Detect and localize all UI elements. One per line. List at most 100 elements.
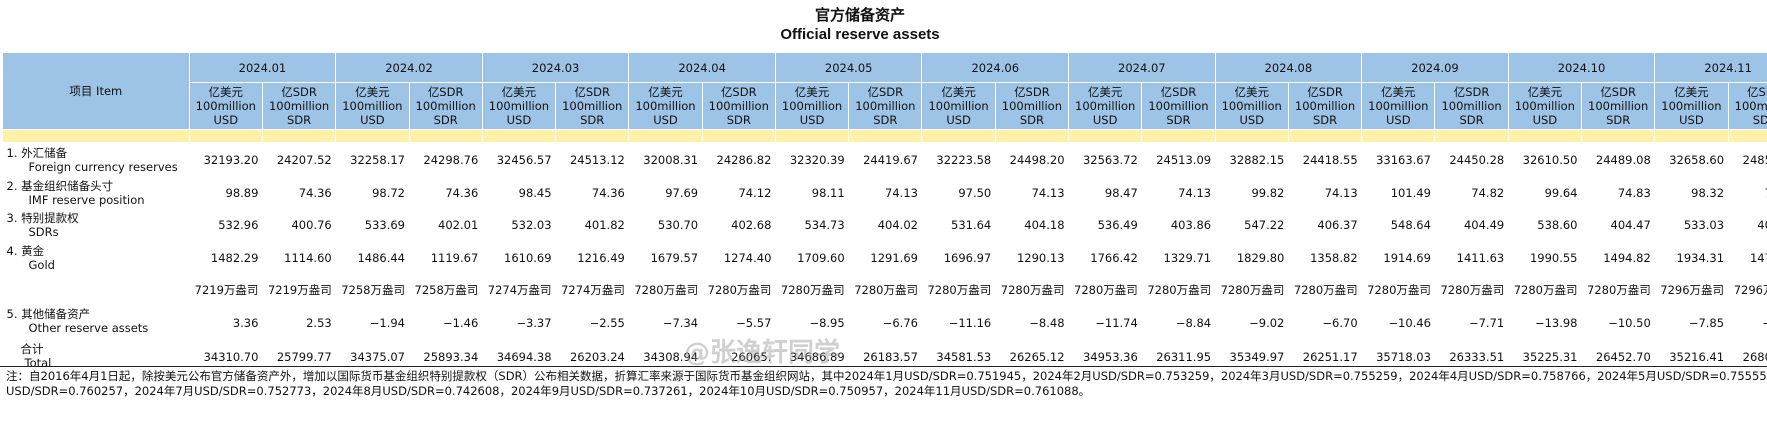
- value-cell: 99.82: [1251, 186, 1285, 200]
- value-cell: 1696.97: [943, 251, 992, 265]
- value-cell: 26203.24: [569, 349, 625, 364]
- value-cell: 402.01: [438, 218, 479, 232]
- row-label-en: Other reserve assets: [28, 321, 149, 335]
- value-cell: 7280万盎司: [634, 282, 699, 297]
- table-body: 1. 外汇储备 Foreign currency reserves 32193.20…: [2, 129, 1767, 373]
- value-cell: 32882.15: [1229, 152, 1285, 167]
- value-cell: 26311.95: [1156, 349, 1212, 364]
- unit-text: 亿美元: [941, 85, 976, 99]
- value-cell: 1329.71: [1163, 251, 1212, 265]
- row-label: 2. 基金组织储备头寸 IMF reserve position: [3, 177, 190, 209]
- table-row: 5. 其他储备资产 Other reserve assets 3.36 2.53 −1.…: [3, 304, 1767, 341]
- table-bottom-rule: [0, 366, 1767, 367]
- value-cell: 98.89: [225, 186, 259, 200]
- value-cell: 24498.20: [1009, 152, 1065, 167]
- value-cell: 538.60: [1537, 218, 1578, 232]
- value-cell: 24513.12: [569, 152, 625, 167]
- unit-header-usd: 亿美元 100million USD: [1654, 82, 1729, 130]
- unit-text: SDR: [1166, 113, 1191, 127]
- table-row: 3. 特别提款权 SDRs 532.96 400.76 533.69 402.01 532.…: [3, 209, 1767, 241]
- value-cell: 74.82: [1471, 186, 1505, 200]
- value-cell: 32223.58: [936, 152, 992, 167]
- value-cell: −3.37: [516, 315, 552, 330]
- value-cell: 1290.13: [1016, 251, 1065, 265]
- value-cell: 32610.50: [1522, 152, 1578, 167]
- value-cell: 7280万盎司: [1220, 282, 1285, 297]
- value-cell: 536.49: [1097, 218, 1138, 232]
- value-cell: 24286.82: [716, 152, 772, 167]
- spacer-cell: [1214, 129, 1289, 142]
- value-cell: −2.55: [589, 315, 625, 330]
- value-cell: 7274万盎司: [487, 282, 552, 297]
- month-header: 2024.03: [481, 52, 630, 83]
- unit-header-usd: 亿美元 100million USD: [921, 82, 996, 130]
- value-cell: 7280万盎司: [1293, 282, 1358, 297]
- spacer-cell: [921, 129, 996, 142]
- value-cell: 1216.49: [577, 251, 625, 265]
- spacer-cell: [1580, 129, 1655, 142]
- value-cell: −13.98: [1534, 315, 1578, 330]
- value-cell: 24856.07: [1742, 152, 1767, 167]
- unit-text: 100million: [1661, 99, 1722, 113]
- unit-text: 亿SDR: [1307, 85, 1343, 99]
- unit-text: USD: [653, 113, 678, 127]
- unit-text: USD: [213, 113, 239, 127]
- spacer-row: [2, 129, 1767, 142]
- month-header: 2024.05: [774, 52, 923, 83]
- value-cell: −1.46: [443, 315, 479, 330]
- unit-text: SDR: [287, 113, 312, 127]
- value-cell: 1934.31: [1676, 251, 1725, 265]
- unit-text: 100million: [1294, 99, 1356, 113]
- value-cell: 26802.79: [1742, 349, 1767, 364]
- value-cell: −1.94: [369, 315, 405, 330]
- spacer-cell: [1727, 129, 1767, 142]
- value-cell: −7.71: [1468, 315, 1505, 330]
- unit-header-usd: 亿美元 100million USD: [1068, 82, 1143, 130]
- value-cell: 533.03: [1683, 218, 1725, 232]
- unit-text: 亿美元: [208, 85, 244, 99]
- unit-text: 100million: [928, 99, 989, 113]
- unit-text: SDR: [580, 113, 605, 127]
- value-cell: 98.47: [1104, 186, 1138, 200]
- row-label-cn: 1. 外汇储备: [6, 146, 68, 160]
- value-cell: 406.37: [1317, 218, 1358, 232]
- value-cell: 25799.77: [276, 349, 332, 364]
- unit-text: 亿美元: [1234, 85, 1269, 99]
- row-label: 合计 Total: [3, 341, 190, 372]
- unit-text: 100million: [635, 99, 696, 113]
- value-cell: −8.48: [1029, 315, 1065, 330]
- unit-text: 100million: [268, 99, 330, 113]
- value-cell: 7274万盎司: [561, 282, 625, 297]
- value-cell: 74.13: [885, 186, 918, 200]
- unit-text: 100million: [1221, 99, 1282, 113]
- unit-text: 亿美元: [648, 85, 683, 99]
- spacer-cell: [1361, 129, 1435, 142]
- value-cell: 24489.08: [1595, 152, 1651, 167]
- unit-text: SDR: [873, 113, 898, 127]
- unit-header-row: 亿美元 100million USD 亿SDR 100million SDR 亿美元 100m…: [3, 82, 1767, 130]
- value-cell: 7296万盎司: [1733, 282, 1767, 297]
- value-cell: 548.64: [1390, 218, 1431, 232]
- value-cell: 3.36: [232, 315, 259, 330]
- unit-text: 亿SDR: [281, 85, 317, 99]
- value-cell: −5.97: [1728, 304, 1767, 341]
- value-cell: 7280万盎司: [780, 282, 845, 297]
- unit-text: SDR: [1606, 113, 1631, 127]
- unit-text: SDR: [1312, 113, 1338, 127]
- row-label-en: Gold: [28, 258, 55, 272]
- value-cell: 1494.82: [1603, 251, 1651, 265]
- unit-text: 100million: [855, 99, 916, 113]
- value-cell: 403.86: [1170, 218, 1212, 232]
- value-cell: 74.36: [445, 186, 479, 200]
- value-cell: 26452.70: [1595, 349, 1651, 364]
- unit-text: SDR: [1752, 113, 1767, 127]
- unit-text: 亿美元: [1527, 85, 1563, 99]
- value-cell: 404.18: [1024, 218, 1065, 232]
- value-cell: 400.76: [291, 218, 332, 232]
- unit-header-usd: 亿美元 100million USD: [481, 82, 557, 130]
- value-cell: −10.50: [1608, 315, 1651, 330]
- value-cell: 99.64: [1544, 186, 1578, 200]
- value-cell: 404.02: [877, 218, 918, 232]
